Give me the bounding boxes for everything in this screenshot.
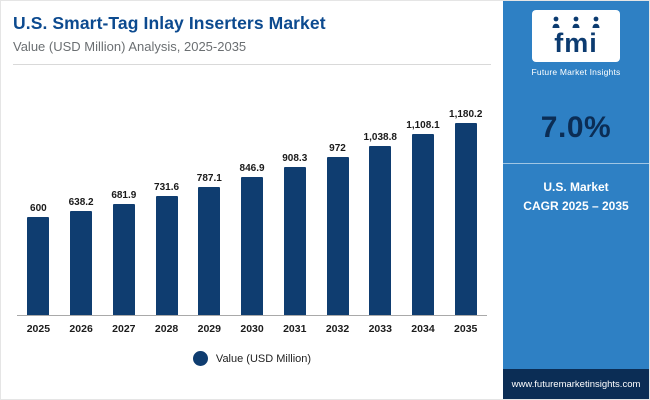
website-link[interactable]: www.futuremarketinsights.com [503, 369, 649, 399]
bar-group: 787.1 [188, 173, 231, 315]
bar [112, 203, 135, 315]
x-axis-tick-label: 2031 [283, 323, 307, 335]
bar [155, 195, 178, 315]
bar-value-label: 1,180.2 [449, 108, 483, 120]
bar-group: 638.2 [60, 197, 103, 315]
bar-group: 1,180.2 [444, 109, 487, 315]
legend-label: Value (USD Million) [215, 352, 312, 365]
x-axis-tick-label: 2032 [325, 323, 350, 335]
cagr-label-line2: CAGR 2025 – 2035 [523, 198, 629, 213]
x-axis-tick-label: 2027 [112, 323, 136, 335]
bar-value-label: 972 [329, 142, 346, 154]
page-title: U.S. Smart-Tag Inlay Inserters Market [13, 13, 326, 33]
logo-pictogram-icons [552, 16, 600, 28]
logo-area: fmi Future Market Insights [503, 1, 649, 77]
bar [369, 145, 392, 315]
bar-group: 1,108.1 [402, 120, 445, 315]
bar-value-label: 731.6 [154, 181, 180, 193]
bar-value-label: 846.9 [239, 162, 265, 174]
x-axis-tick-label: 2035 [454, 323, 478, 335]
cagr-label-line1: U.S. Market [543, 180, 609, 194]
bar-group: 972 [316, 142, 359, 315]
x-axis-tick-label: 2030 [240, 323, 264, 335]
x-axis-tick-label: 2034 [411, 323, 435, 335]
bar-group: 1,038.8 [359, 132, 402, 315]
bar-group: 846.9 [231, 163, 274, 315]
bar-value-label: 638.2 [68, 196, 94, 208]
bar-value-label: 1,108.1 [406, 120, 440, 132]
x-axis-tick-label: 2028 [154, 323, 179, 335]
bar-value-label: 600 [30, 203, 47, 215]
bar [27, 217, 50, 315]
bar-group: 681.9 [102, 190, 145, 315]
bar [411, 134, 434, 315]
bar [241, 176, 264, 315]
cagr-stat: 7.0% U.S. Market CAGR 2025 – 2035 [503, 77, 649, 369]
stat-divider [503, 163, 649, 164]
bar [283, 166, 306, 315]
header-divider [13, 64, 491, 65]
bar [454, 122, 477, 315]
fmi-logo: fmi [532, 10, 620, 62]
bar-value-label: 681.9 [111, 189, 137, 201]
logo-caption: Future Market Insights [531, 67, 621, 77]
bar-group: 731.6 [145, 182, 188, 315]
x-axis-labels: 2025 2026 2027 2028 2029 2030 2031 2032 2033 2034… [17, 323, 487, 335]
chart-header: U.S. Smart-Tag Inlay Inserters Market Va… [1, 1, 503, 62]
bar [70, 210, 93, 315]
chart-section: U.S. Smart-Tag Inlay Inserters Market Va… [1, 1, 503, 399]
logo-wordmark: fmi [554, 27, 598, 58]
x-axis-tick-label: 2026 [69, 323, 93, 335]
bar-group: 600 [17, 203, 60, 315]
bar-value-label: 787.1 [196, 172, 222, 184]
brand-panel: fmi Future Market Insights 7.0% U.S. Mar… [503, 1, 649, 399]
bar [198, 186, 221, 315]
bar-chart: 600 638.2 681.9 731.6 787.1 846.9 908.3 972 1,03… [17, 65, 487, 399]
bar-group: 908.3 [273, 153, 316, 315]
bar [326, 156, 349, 315]
cagr-label: U.S. Market CAGR 2025 – 2035 [523, 178, 628, 215]
bar-value-label: 1,038.8 [363, 131, 397, 143]
x-axis-tick-label: 2029 [197, 323, 221, 335]
x-axis-tick-label: 2025 [26, 323, 51, 335]
legend-marker-icon [192, 351, 208, 366]
plot-area: 600 638.2 681.9 731.6 787.1 846.9 908.3 972 1,03… [17, 103, 487, 316]
x-axis-tick-label: 2033 [368, 323, 392, 335]
legend: Value (USD Million) [17, 351, 487, 366]
cagr-value: 7.0% [540, 111, 612, 144]
bar-value-label: 908.3 [282, 152, 308, 164]
page-subtitle: Value (USD Million) Analysis, 2025-2035 [13, 39, 247, 54]
